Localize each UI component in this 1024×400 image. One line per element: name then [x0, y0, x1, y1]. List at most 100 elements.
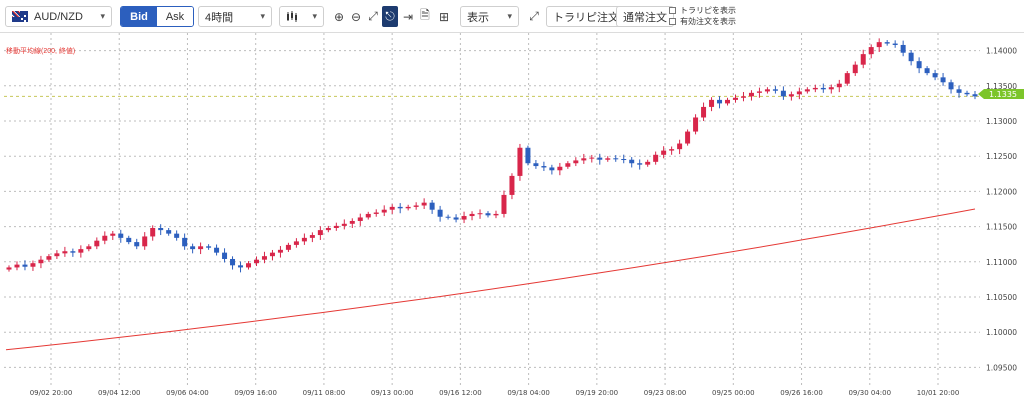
candle-bull	[309, 235, 315, 238]
normal-order-button[interactable]: 通常注文	[616, 6, 674, 27]
candle-bull	[517, 147, 523, 176]
candle-bull	[293, 241, 299, 245]
chevron-down-icon: ▾	[260, 11, 265, 21]
candle-bull	[605, 158, 611, 160]
candle-bull	[645, 161, 651, 165]
candle-bear	[437, 209, 443, 217]
chart-style-select[interactable]: ▾	[279, 6, 324, 27]
show-active-orders-checkbox[interactable]: 有効注文を表示	[669, 16, 736, 27]
candle-bear	[174, 233, 180, 238]
candle-bull	[30, 263, 36, 267]
candle-bear	[134, 242, 140, 247]
candle-bull	[565, 163, 571, 167]
x-tick-label: 10/01 20:00	[917, 389, 960, 397]
candle-bull	[285, 244, 291, 250]
fit-icon[interactable]: ⤢	[368, 9, 378, 23]
checkbox-box	[669, 18, 676, 25]
candle-bull	[732, 97, 738, 100]
chart-toolbar: AUD/NZD ▾ Bid Ask 4時間 ▾ ▾ ⊕ ⊖ ⤢ ⎋ ⇥ 🗎 ⊞ 表…	[0, 0, 1024, 33]
candle-bull	[756, 91, 762, 93]
candle-bull	[317, 230, 323, 236]
candle-bull	[860, 54, 866, 65]
x-tick-label: 09/19 20:00	[576, 389, 619, 397]
candle-bear	[621, 159, 627, 161]
candle-bear	[900, 44, 906, 53]
candle-bull	[381, 209, 387, 213]
candle-bear	[892, 43, 898, 45]
candle-bear	[429, 202, 435, 210]
candle-bear	[549, 167, 555, 171]
y-tick-label: 1.09500	[986, 363, 1017, 372]
show-trapi-checkbox[interactable]: トラリピを表示	[669, 5, 736, 16]
candle-bull	[509, 175, 515, 195]
bid-button[interactable]: Bid	[121, 7, 157, 26]
candle-bear	[820, 87, 826, 90]
ask-button[interactable]: Ask	[157, 7, 193, 26]
chevron-down-icon: ▾	[100, 11, 105, 21]
candle-bull	[669, 149, 675, 151]
candle-bear	[916, 61, 922, 69]
candle-bull	[246, 263, 252, 268]
candle-bull	[844, 73, 850, 84]
chevron-down-icon: ▾	[312, 11, 317, 21]
add-indicator-icon[interactable]: ⊞	[438, 9, 450, 24]
price-chart[interactable]: 1.14000 1.13500 1.13000 1.12500 1.12000 1.115…	[0, 33, 1024, 400]
y-tick-label: 1.10000	[986, 328, 1017, 337]
display-select[interactable]: 表示 ▾	[460, 6, 519, 27]
document-icon[interactable]: 🗎	[420, 8, 430, 22]
candle-bear	[956, 89, 962, 93]
timeframe-select[interactable]: 4時間 ▾	[198, 6, 272, 27]
candle-bear	[453, 217, 459, 220]
x-tick-label: 09/06 04:00	[166, 389, 209, 397]
candle-bull	[868, 47, 874, 55]
zoom-out-icon[interactable]: ⊖	[350, 9, 362, 24]
x-tick-label: 09/02 20:00	[30, 389, 73, 397]
candle-bear	[629, 159, 635, 164]
y-tick-label: 1.11000	[986, 258, 1017, 267]
candle-bull	[804, 89, 810, 92]
candle-bear	[637, 163, 643, 165]
x-tick-label: 09/13 00:00	[371, 389, 414, 397]
candle-bear	[166, 230, 172, 234]
candle-bear	[940, 77, 946, 83]
trapi-order-button[interactable]: トラリピ注文	[546, 6, 626, 27]
y-tick-label: 1.12000	[986, 187, 1017, 196]
candle-bear	[158, 228, 164, 231]
expand-icon[interactable]: ⤢	[529, 9, 539, 23]
candle-bear	[533, 163, 539, 167]
candle-bull	[6, 267, 12, 270]
candle-bull	[78, 249, 84, 253]
candle-bull	[38, 259, 44, 264]
symbol-select[interactable]: AUD/NZD ▾	[5, 6, 112, 27]
candle-bull	[876, 42, 882, 48]
x-tick-label: 09/23 08:00	[644, 389, 687, 397]
x-tick-label: 09/16 12:00	[439, 389, 482, 397]
candle-bull	[725, 99, 731, 104]
candle-bear	[222, 252, 228, 259]
candle-bear	[964, 92, 970, 95]
candle-bull	[685, 131, 691, 144]
candle-bull	[277, 249, 283, 253]
candle-bull	[812, 87, 818, 90]
candle-bull	[469, 213, 475, 217]
candle-bear	[972, 94, 978, 97]
candle-bull	[301, 237, 307, 242]
candle-bull	[253, 259, 259, 264]
chevron-down-icon: ▾	[507, 11, 512, 21]
candle-bull	[557, 166, 563, 171]
candle-bull	[62, 251, 68, 254]
current-price-tag: 1.1335	[978, 89, 1024, 99]
x-tick-label: 09/11 08:00	[303, 389, 346, 397]
candle-bull	[94, 240, 100, 247]
au-flag-icon	[12, 11, 28, 22]
candle-bear	[772, 89, 778, 91]
x-tick-label: 09/04 12:00	[98, 389, 141, 397]
scroll-end-icon[interactable]: ⇥	[402, 9, 414, 24]
crosshair-icon[interactable]: ⎋	[382, 6, 398, 27]
candle-bull	[653, 154, 659, 162]
zoom-in-icon[interactable]: ⊕	[333, 9, 345, 24]
candlestick-icon	[287, 11, 297, 22]
candle-bear	[206, 246, 212, 248]
candle-bear	[717, 99, 723, 104]
x-tick-label: 09/30 04:00	[848, 389, 891, 397]
